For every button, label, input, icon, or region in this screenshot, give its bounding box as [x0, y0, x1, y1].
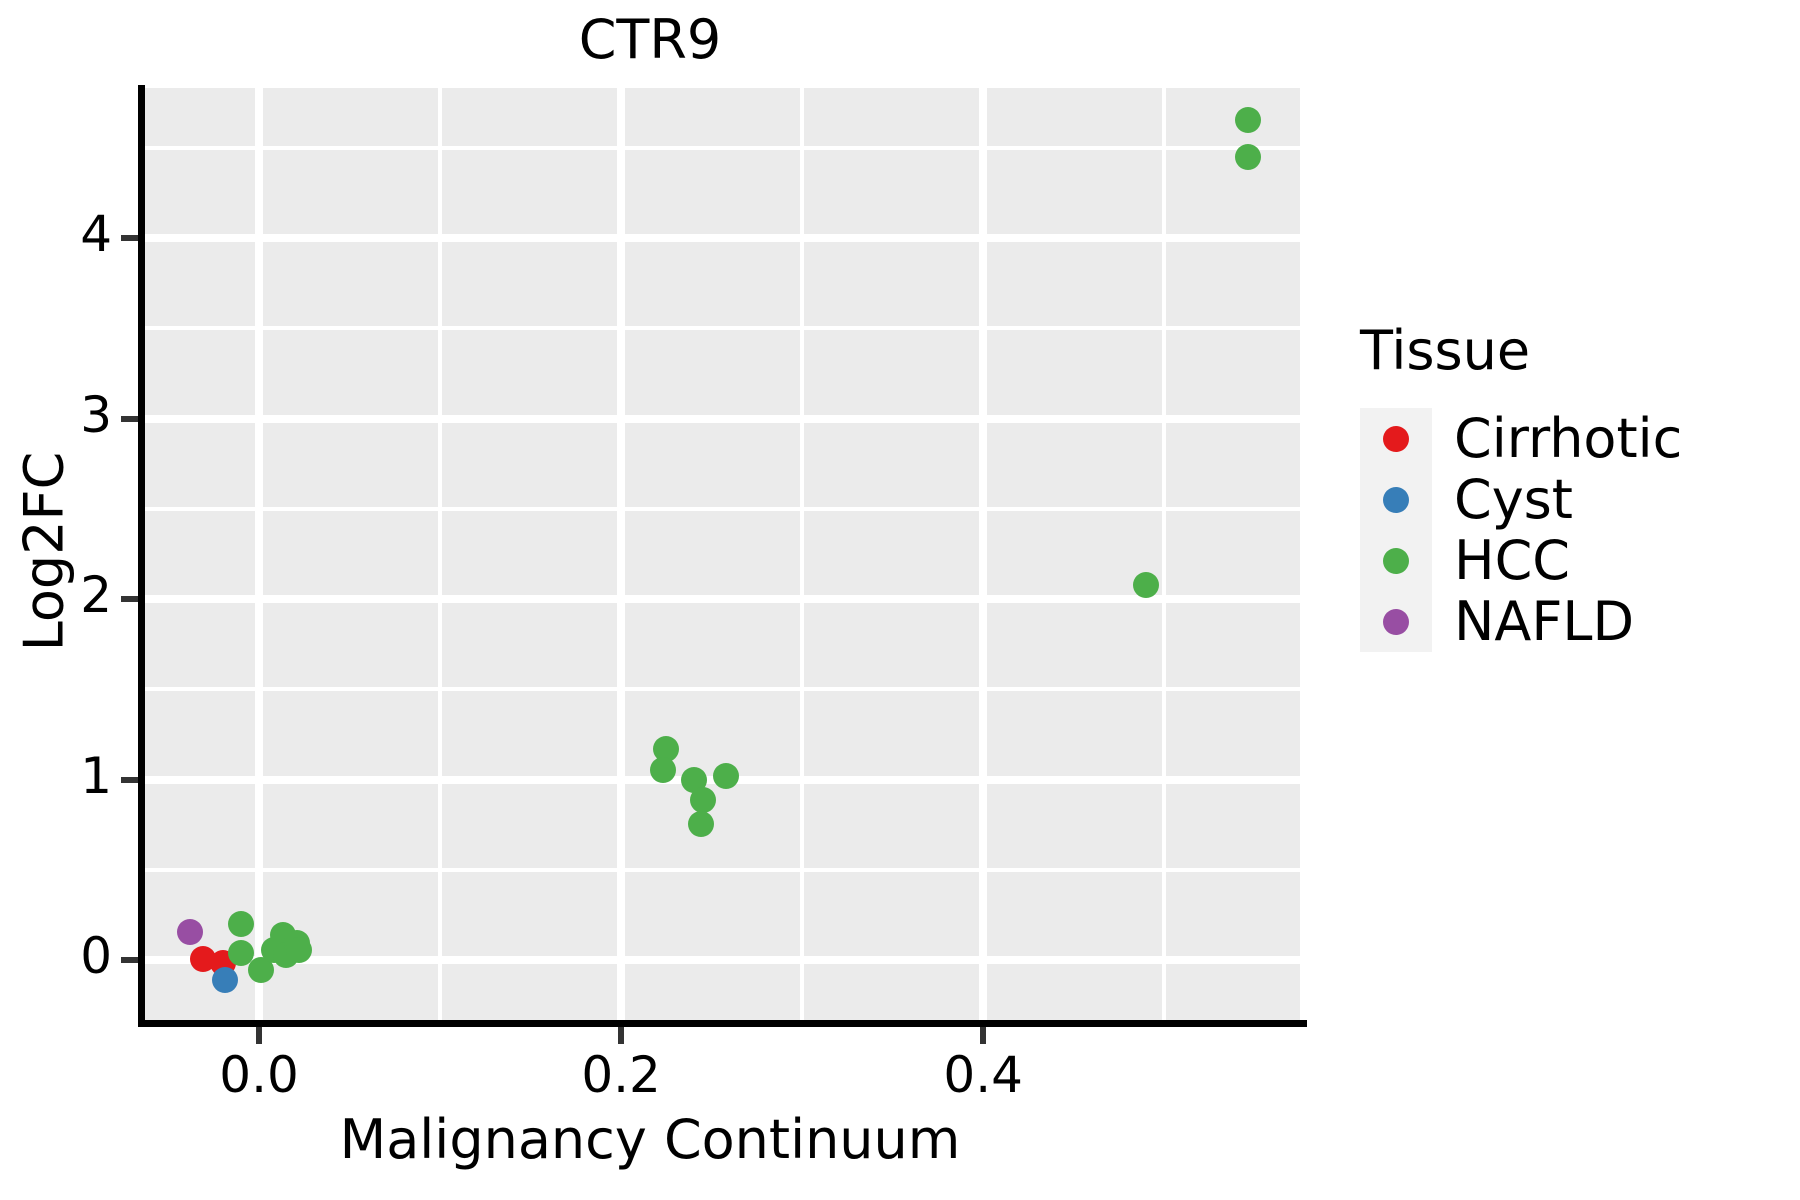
- y-axis-tick-label: 2: [80, 566, 112, 625]
- y-axis-tick: [121, 415, 138, 422]
- legend-item-hcc[interactable]: HCC: [1338, 530, 1778, 591]
- legend-item-label: NAFLD: [1454, 590, 1635, 653]
- data-point-hcc: [1234, 106, 1261, 133]
- legend-item-cirrhotic[interactable]: Cirrhotic: [1338, 408, 1778, 469]
- legend-swatch: [1360, 469, 1432, 530]
- x-axis-title: Malignancy Continuum: [339, 1108, 961, 1171]
- x-axis-tick-label: 0.2: [581, 1046, 661, 1104]
- plot-panel: [145, 88, 1300, 1020]
- legend-title: Tissue: [1360, 319, 1531, 382]
- gridline-horizontal-minor: [145, 868, 1300, 873]
- gridline-vertical-major: [617, 88, 626, 1020]
- legend-swatch: [1360, 408, 1432, 469]
- y-axis-tick: [121, 776, 138, 783]
- gridline-horizontal-minor: [145, 326, 1300, 331]
- y-axis-tick-label: 4: [80, 204, 112, 263]
- gridline-horizontal-major: [145, 595, 1300, 604]
- gridline-horizontal-major: [145, 233, 1300, 242]
- y-axis-tick-label: 0: [80, 927, 112, 986]
- gridline-vertical-minor: [800, 88, 805, 1020]
- legend-item-label: Cirrhotic: [1454, 407, 1683, 470]
- data-point-hcc: [1133, 571, 1160, 598]
- legend-dot-icon: [1383, 608, 1409, 635]
- gridline-vertical-minor: [1162, 88, 1167, 1020]
- page-title: CTR9: [578, 8, 722, 71]
- legend-entries: Cirrhotic Cyst HCC NAFLD: [1338, 408, 1778, 652]
- data-point-hcc: [227, 911, 254, 938]
- gridline-vertical-major: [255, 88, 264, 1020]
- x-axis-tick: [618, 1027, 625, 1044]
- y-axis-tick: [121, 596, 138, 603]
- y-axis-title: Log2FC: [12, 451, 76, 652]
- gridline-horizontal-minor: [145, 145, 1300, 150]
- data-point-hcc: [689, 786, 716, 813]
- legend-item-label: HCC: [1454, 529, 1571, 592]
- legend-item-cyst[interactable]: Cyst: [1338, 469, 1778, 530]
- x-axis-line: [138, 1020, 1307, 1027]
- data-point-hcc: [649, 756, 676, 783]
- data-point-cyst: [211, 967, 238, 994]
- gridline-horizontal-major: [145, 414, 1300, 423]
- legend-dot-icon: [1383, 547, 1409, 574]
- legend-item-label: Cyst: [1454, 468, 1573, 531]
- legend-item-nafld[interactable]: NAFLD: [1338, 591, 1778, 652]
- legend: Tissue Cirrhotic Cyst HCC NAFLD: [1338, 320, 1778, 652]
- x-axis-tick-label: 0.0: [219, 1046, 299, 1104]
- y-axis-tick: [121, 234, 138, 241]
- gridline-horizontal-minor: [145, 506, 1300, 511]
- gridline-horizontal-major: [145, 956, 1300, 965]
- gridline-horizontal-minor: [145, 687, 1300, 692]
- legend-swatch: [1360, 530, 1432, 591]
- x-axis-tick: [980, 1027, 987, 1044]
- legend-swatch: [1360, 591, 1432, 652]
- x-axis-tick: [256, 1027, 263, 1044]
- y-axis-tick-label: 3: [80, 385, 112, 444]
- data-point-hcc: [1234, 143, 1261, 170]
- data-point-nafld: [177, 919, 204, 946]
- y-axis-tick: [121, 957, 138, 964]
- legend-dot-icon: [1383, 425, 1409, 452]
- y-axis-tick-label: 1: [80, 746, 112, 805]
- legend-dot-icon: [1383, 486, 1409, 513]
- data-point-hcc: [285, 936, 312, 963]
- gridline-vertical-minor: [438, 88, 443, 1020]
- data-point-hcc: [687, 811, 714, 838]
- y-axis-line: [138, 85, 145, 1027]
- data-point-hcc: [713, 763, 740, 790]
- x-axis-tick-label: 0.4: [943, 1046, 1023, 1104]
- gridline-vertical-major: [979, 88, 988, 1020]
